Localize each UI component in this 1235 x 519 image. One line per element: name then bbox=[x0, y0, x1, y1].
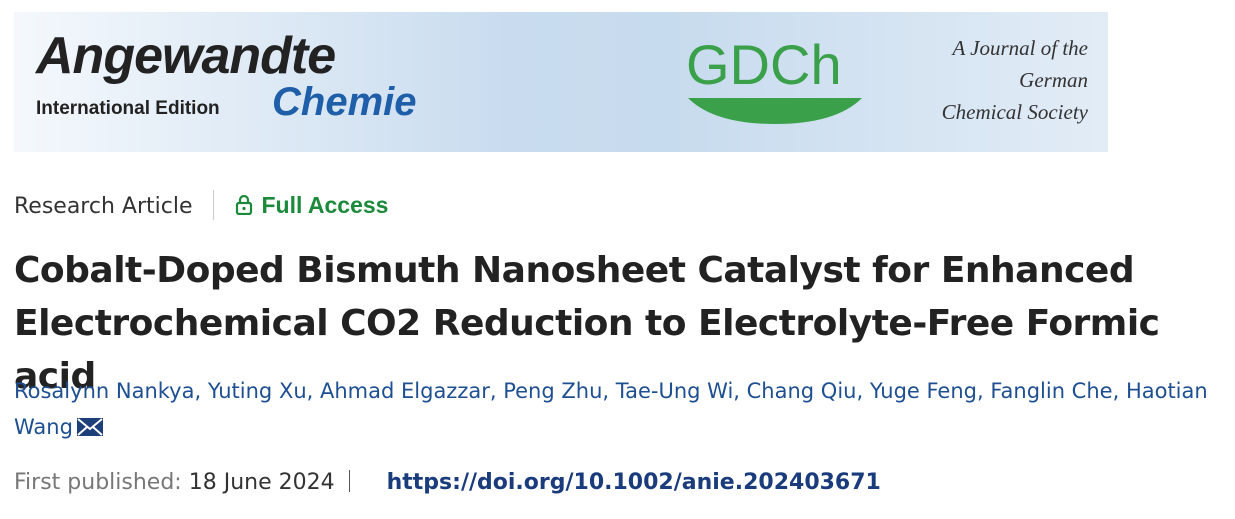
author-list: Rosalynn Nankya Yuting Xu Ahmad Elgazzar… bbox=[14, 373, 1226, 445]
publication-info: First published: 18 June 2024 https://do… bbox=[14, 470, 881, 495]
author[interactable]: Haotian Wang bbox=[14, 379, 1208, 439]
published-label: First published: bbox=[14, 470, 182, 495]
author-name[interactable]: Yuting Xu bbox=[207, 379, 307, 403]
journal-sub: Chemie bbox=[272, 80, 417, 124]
author-name[interactable]: Haotian Wang bbox=[14, 379, 1208, 439]
author-name[interactable]: Chang Qiu bbox=[746, 379, 857, 403]
author-name[interactable]: Rosalynn Nankya bbox=[14, 379, 195, 403]
society-line: Chemical Society bbox=[941, 100, 1088, 124]
lock-icon bbox=[236, 194, 253, 216]
society-logo: GDCh bbox=[686, 33, 842, 96]
published-date: 18 June 2024 bbox=[188, 470, 335, 495]
author[interactable]: Chang Qiu bbox=[747, 379, 870, 403]
author-name[interactable]: Yuge Feng bbox=[869, 379, 977, 403]
doi-link[interactable]: https://doi.org/10.1002/anie.202403671 bbox=[386, 470, 881, 495]
article-type: Research Article bbox=[14, 194, 193, 219]
separator bbox=[348, 470, 350, 492]
author[interactable]: Yuge Feng bbox=[870, 379, 991, 403]
access: Full Access bbox=[261, 192, 389, 218]
article-meta: Research Article Full Access bbox=[14, 190, 388, 220]
author[interactable]: Yuting Xu bbox=[208, 379, 320, 403]
logo-bowl bbox=[688, 98, 862, 124]
journal-banner[interactable]: Angewandte International Edition Chemie … bbox=[14, 12, 1108, 152]
article-title: Cobalt-Doped Bismuth Nanosheet Catalyst … bbox=[14, 250, 1160, 397]
author[interactable]: Tae-Ung Wi bbox=[616, 379, 747, 403]
email-icon[interactable] bbox=[76, 417, 104, 437]
society-line: A Journal of the bbox=[952, 36, 1088, 60]
society-text: A Journal of the German Chemical Society bbox=[942, 32, 1088, 128]
divider bbox=[213, 190, 215, 220]
author[interactable]: Ahmad Elgazzar bbox=[320, 379, 503, 403]
edition: International Edition bbox=[36, 98, 220, 119]
author[interactable]: Peng Zhu bbox=[503, 379, 616, 403]
author-name[interactable]: Tae-Ung Wi bbox=[615, 379, 734, 403]
author[interactable]: Fanglin Che bbox=[990, 379, 1126, 403]
author-name[interactable]: Ahmad Elgazzar bbox=[320, 379, 490, 403]
author-name[interactable]: Peng Zhu bbox=[503, 379, 603, 403]
journal-name: Angewandte bbox=[36, 27, 336, 85]
society-line: German bbox=[1019, 68, 1088, 92]
author[interactable]: Rosalynn Nankya bbox=[14, 379, 208, 403]
author-name[interactable]: Fanglin Che bbox=[990, 379, 1113, 403]
